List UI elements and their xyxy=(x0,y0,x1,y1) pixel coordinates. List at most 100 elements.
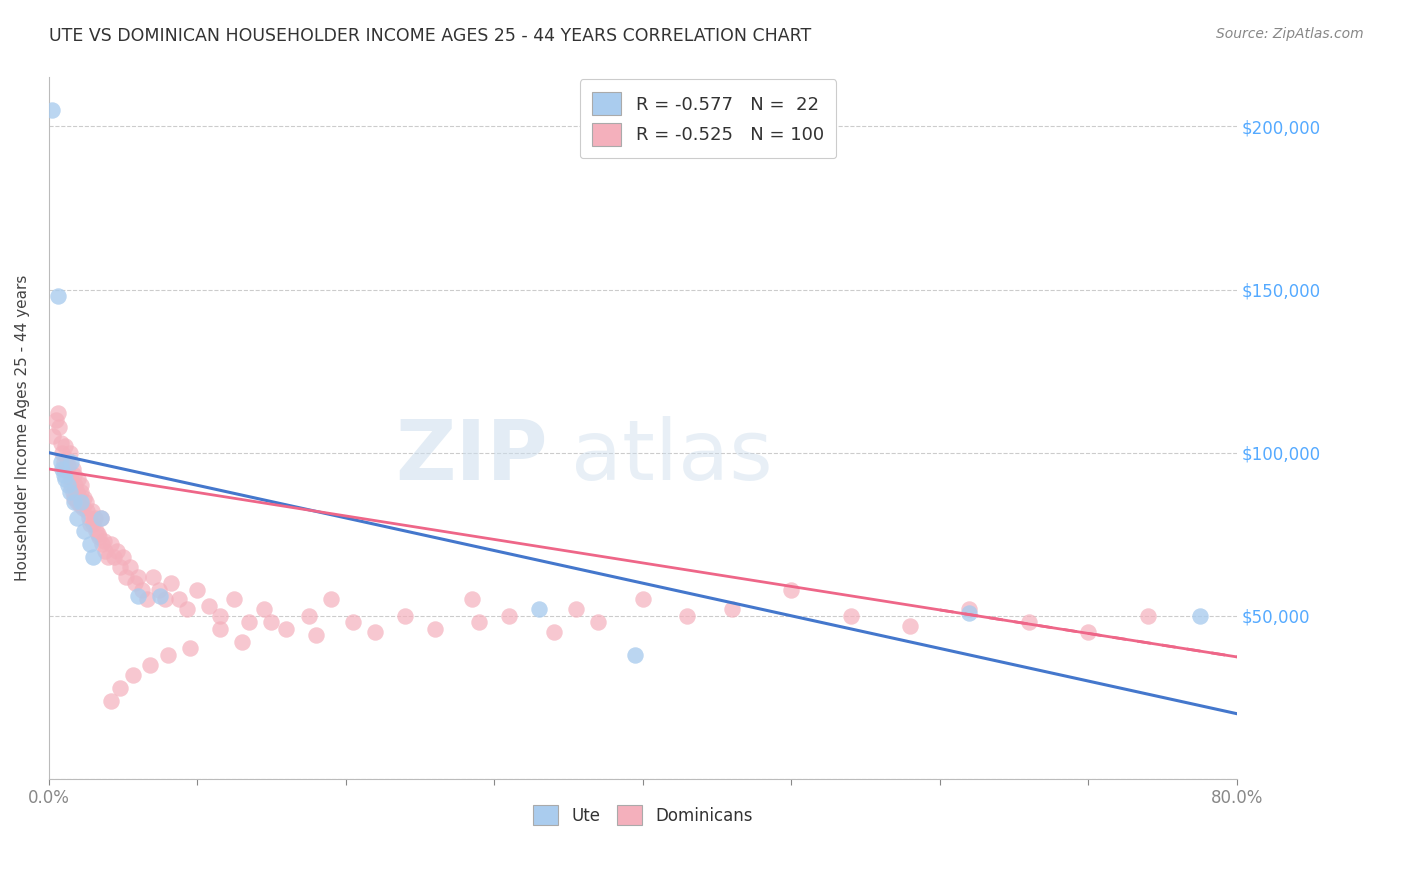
Point xyxy=(82,517,104,532)
Point xyxy=(253,602,276,616)
Point xyxy=(957,602,980,616)
Point xyxy=(238,615,260,630)
Text: UTE VS DOMINICAN HOUSEHOLDER INCOME AGES 25 - 44 YEARS CORRELATION CHART: UTE VS DOMINICAN HOUSEHOLDER INCOME AGES… xyxy=(49,27,811,45)
Point xyxy=(55,452,77,467)
Point xyxy=(586,615,609,630)
Point xyxy=(305,628,328,642)
Point xyxy=(49,455,72,469)
Point xyxy=(87,527,110,541)
Point xyxy=(56,465,79,479)
Point xyxy=(42,429,65,443)
Point xyxy=(468,615,491,630)
Point xyxy=(41,103,63,117)
Point xyxy=(108,681,131,695)
Point xyxy=(364,625,387,640)
Point xyxy=(115,569,138,583)
Point xyxy=(49,435,72,450)
Point xyxy=(120,559,142,574)
Point xyxy=(52,468,75,483)
Point xyxy=(66,484,89,499)
Point xyxy=(100,537,122,551)
Point xyxy=(79,537,101,551)
Point xyxy=(46,407,69,421)
Point xyxy=(565,602,588,616)
Point xyxy=(1018,615,1040,630)
Point xyxy=(83,511,105,525)
Point xyxy=(176,602,198,616)
Point xyxy=(111,550,134,565)
Point xyxy=(70,478,93,492)
Point xyxy=(48,419,70,434)
Point xyxy=(148,582,170,597)
Point xyxy=(231,635,253,649)
Point xyxy=(153,592,176,607)
Point xyxy=(63,494,86,508)
Point xyxy=(298,608,321,623)
Point xyxy=(208,608,231,623)
Point xyxy=(84,524,107,538)
Point xyxy=(394,608,416,623)
Point xyxy=(1077,625,1099,640)
Point xyxy=(52,462,75,476)
Point xyxy=(93,533,115,548)
Point xyxy=(135,592,157,607)
Point xyxy=(62,462,84,476)
Point xyxy=(79,517,101,532)
Point xyxy=(45,413,67,427)
Point xyxy=(58,484,80,499)
Point xyxy=(1136,608,1159,623)
Point xyxy=(82,550,104,565)
Point xyxy=(149,589,172,603)
Point xyxy=(63,491,86,506)
Point xyxy=(53,439,76,453)
Point xyxy=(186,582,208,597)
Point xyxy=(58,445,80,459)
Point xyxy=(276,622,298,636)
Point xyxy=(80,504,103,518)
Point xyxy=(67,472,90,486)
Point xyxy=(839,608,862,623)
Point xyxy=(957,606,980,620)
Point xyxy=(156,648,179,662)
Point xyxy=(53,472,76,486)
Point xyxy=(319,592,342,607)
Text: Source: ZipAtlas.com: Source: ZipAtlas.com xyxy=(1216,27,1364,41)
Point xyxy=(76,504,98,518)
Point xyxy=(56,458,79,473)
Point xyxy=(60,478,83,492)
Point xyxy=(51,445,73,459)
Point xyxy=(527,602,550,616)
Point xyxy=(90,511,112,525)
Point xyxy=(66,511,89,525)
Point xyxy=(73,524,96,538)
Point xyxy=(108,559,131,574)
Point xyxy=(342,615,364,630)
Text: atlas: atlas xyxy=(571,416,773,497)
Point xyxy=(51,462,73,476)
Point xyxy=(1188,608,1211,623)
Point xyxy=(131,582,153,597)
Point xyxy=(105,543,128,558)
Point xyxy=(90,511,112,525)
Point xyxy=(179,641,201,656)
Point xyxy=(122,667,145,681)
Point xyxy=(69,498,91,512)
Point xyxy=(260,615,283,630)
Y-axis label: Householder Income Ages 25 - 44 years: Householder Income Ages 25 - 44 years xyxy=(15,275,30,582)
Point xyxy=(62,484,84,499)
Point xyxy=(100,693,122,707)
Point xyxy=(97,550,120,565)
Point xyxy=(94,543,117,558)
Point xyxy=(631,592,654,607)
Point xyxy=(46,289,69,303)
Point xyxy=(127,589,149,603)
Point xyxy=(70,484,93,499)
Point xyxy=(127,569,149,583)
Point xyxy=(75,494,97,508)
Point xyxy=(124,576,146,591)
Point xyxy=(65,478,87,492)
Point xyxy=(780,582,803,597)
Point xyxy=(63,468,86,483)
Point xyxy=(56,478,79,492)
Point xyxy=(721,602,744,616)
